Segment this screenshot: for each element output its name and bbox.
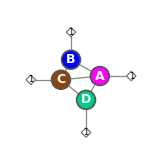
Circle shape <box>77 90 96 109</box>
Text: 1: 1 <box>28 75 33 84</box>
Polygon shape <box>126 71 136 81</box>
Circle shape <box>52 70 70 89</box>
Polygon shape <box>26 75 36 85</box>
Text: 1: 1 <box>83 128 89 137</box>
Polygon shape <box>66 27 76 37</box>
Circle shape <box>62 50 80 69</box>
Text: 1: 1 <box>68 28 74 37</box>
Text: B: B <box>66 53 76 66</box>
Text: C: C <box>56 73 66 86</box>
Text: 1: 1 <box>129 72 134 81</box>
Polygon shape <box>81 128 91 137</box>
Circle shape <box>90 67 109 85</box>
Text: D: D <box>81 93 91 106</box>
Text: A: A <box>95 70 105 82</box>
